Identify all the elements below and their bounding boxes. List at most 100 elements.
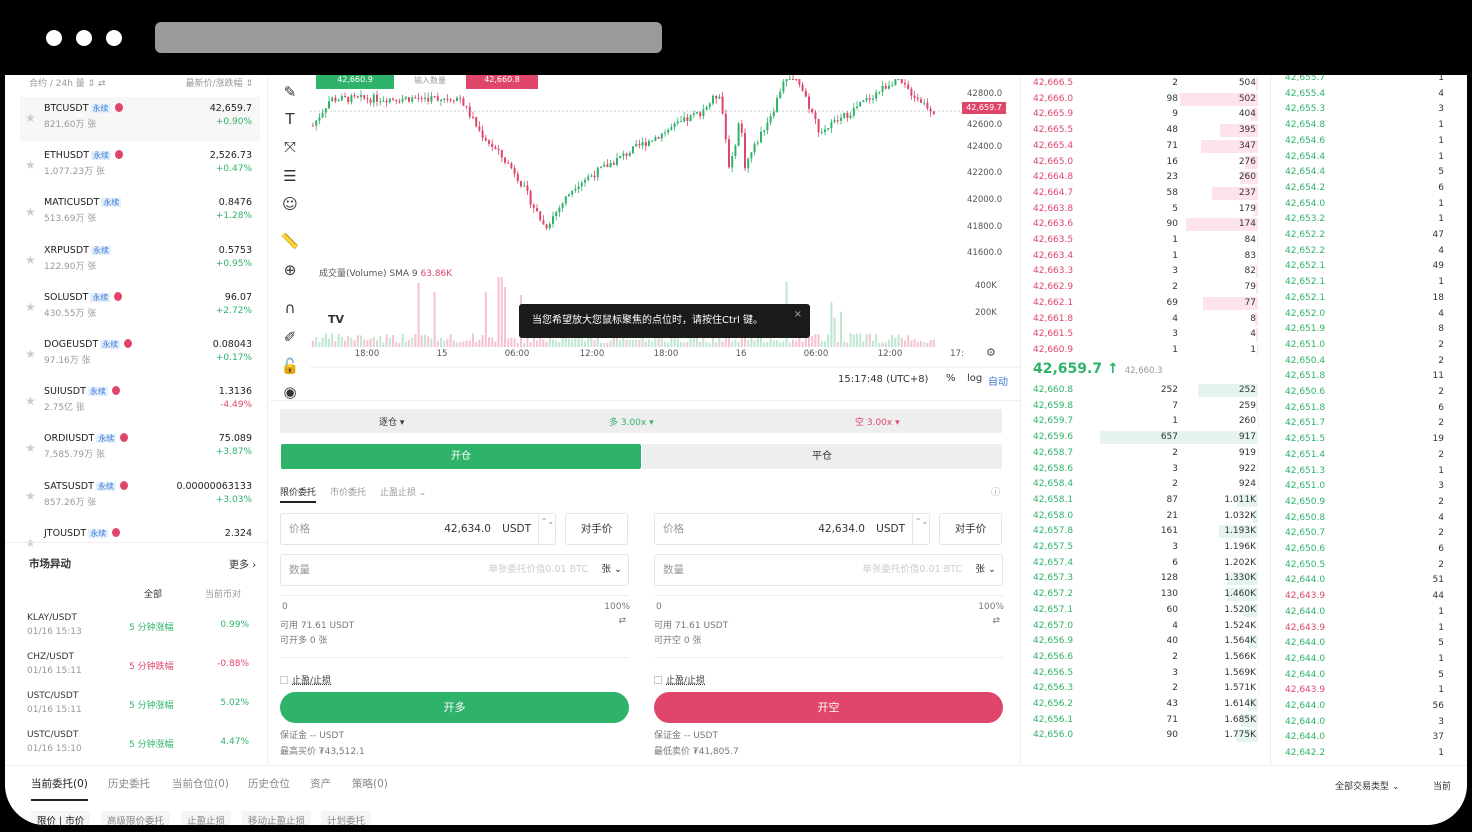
bid-row[interactable]: 42,656.3 2 1.571K: [1021, 681, 1266, 696]
bid-row[interactable]: 42,657.4 6 1.202K: [1021, 556, 1266, 571]
window-close-button[interactable]: [46, 30, 62, 46]
text-tool-icon[interactable]: T: [285, 110, 295, 128]
percent-scale-toggle[interactable]: %: [946, 373, 956, 384]
order-subtab[interactable]: 止盈止损: [181, 811, 232, 825]
movers-filter-dropdown[interactable]: 全部: [144, 590, 163, 600]
ask-row[interactable]: 42,663.8 5 179: [1021, 202, 1266, 217]
short-leverage-dropdown[interactable]: 空 3.00x ▾: [855, 418, 900, 428]
ask-row[interactable]: 42,665.5 48 395: [1021, 123, 1266, 138]
quick-buy-button[interactable]: 42,660.9: [316, 75, 394, 89]
checkbox-box[interactable]: [654, 676, 662, 684]
favorite-star-icon[interactable]: ★: [25, 488, 36, 503]
favorite-star-icon[interactable]: ★: [25, 441, 36, 456]
bid-row[interactable]: 42,658.0 21 1.032K: [1021, 509, 1266, 524]
movers-more-link[interactable]: 更多 ›: [229, 560, 257, 571]
bid-row[interactable]: 42,657.3 128 1.330K: [1021, 571, 1266, 586]
close-position-tab[interactable]: 平仓: [642, 444, 1002, 469]
order-subtab[interactable]: 计划委托: [321, 811, 372, 825]
mover-item[interactable]: USTC/USDT 01/16 15:10 5 分钟涨幅 4.47%: [27, 730, 257, 768]
ask-row[interactable]: 42,664.8 23 260: [1021, 170, 1266, 185]
ask-row[interactable]: 42,666.5 2 504: [1021, 76, 1266, 91]
checkbox-box[interactable]: [280, 676, 288, 684]
bid-row[interactable]: 42,659.7 1 260: [1021, 414, 1266, 429]
bid-row[interactable]: 42,658.1 87 1.011K: [1021, 493, 1266, 508]
bid-row[interactable]: 42,658.4 2 924: [1021, 477, 1266, 492]
trade-type-filter[interactable]: 全部交易类型 ⌄: [1335, 782, 1400, 792]
long-counter-price-button[interactable]: 对手价: [565, 513, 628, 545]
bid-row[interactable]: 42,657.8 161 1.193K: [1021, 524, 1266, 539]
qty-unit-dropdown[interactable]: 张 ⌄: [601, 564, 622, 575]
ask-row[interactable]: 42,664.7 58 237: [1021, 186, 1266, 201]
orders-tab[interactable]: 资产: [310, 778, 331, 790]
log-scale-toggle[interactable]: log: [967, 373, 983, 384]
price-stepper[interactable]: ⌃⌄: [912, 513, 930, 545]
close-icon[interactable]: ×: [793, 309, 802, 320]
tpsl-order-tab[interactable]: 止盈止损 ⌄: [380, 488, 427, 498]
market-item[interactable]: ★ SATSUSDT 永续 857.26万 张 0.00000063133 +3.03%: [20, 475, 260, 519]
price-stepper[interactable]: ⌃⌄: [538, 513, 556, 545]
favorite-star-icon[interactable]: ★: [25, 299, 36, 314]
bid-row[interactable]: 42,659.8 7 259: [1021, 399, 1266, 414]
lock-drawings-icon[interactable]: ✐: [283, 328, 297, 346]
auto-scale-toggle[interactable]: 自动: [988, 377, 1008, 388]
pen-icon[interactable]: ✎: [283, 83, 297, 101]
bid-row[interactable]: 42,656.6 2 1.566K: [1021, 650, 1266, 665]
favorite-star-icon[interactable]: ★: [25, 205, 36, 220]
market-item[interactable]: ★ MATICUSDT 永续 513.69万 张 0.8476 +1.28%: [20, 191, 260, 235]
ask-row[interactable]: 42,662.1 69 77: [1021, 296, 1266, 311]
market-item[interactable]: ★ ETHUSDT 永续 1,077.23万 张 2,526.73 +0.47%: [20, 144, 260, 188]
bid-row[interactable]: 42,657.1 60 1.520K: [1021, 603, 1266, 618]
mover-item[interactable]: USTC/USDT 01/16 15:11 5 分钟涨幅 5.02%: [27, 691, 257, 729]
ruler-icon[interactable]: 📏: [280, 232, 300, 250]
ask-row[interactable]: 42,665.0 16 276: [1021, 155, 1266, 170]
market-item[interactable]: ★ ORDIUSDT 永续 7,585.79万 张 75.089 +3.87%: [20, 427, 260, 471]
fib-tool-icon[interactable]: ☰: [283, 167, 297, 185]
market-item[interactable]: ★ SUIUSDT 永续 2.75亿 张 1.3136 -4.49%: [20, 380, 260, 424]
market-item[interactable]: ★ XRPUSDT 永续 122.90万 张 0.5753 +0.95%: [20, 239, 260, 283]
bid-row[interactable]: 42,656.9 40 1.564K: [1021, 634, 1266, 649]
order-subtab[interactable]: 移动止盈止损: [242, 811, 312, 825]
market-item[interactable]: ★ SOLUSDT 永续 430.55万 张 96.07 +2.72%: [20, 286, 260, 330]
favorite-star-icon[interactable]: ★: [25, 158, 36, 173]
ask-row[interactable]: 42,663.5 1 84: [1021, 233, 1266, 248]
open-position-tab[interactable]: 开仓: [281, 444, 641, 469]
short-submit-button[interactable]: 开空: [654, 692, 1003, 723]
ask-row[interactable]: 42,662.9 2 79: [1021, 280, 1266, 295]
sort-volume-header[interactable]: 合约 / 24h 量 ⇕ ⇄: [29, 79, 106, 89]
orders-tab[interactable]: 当前仓位(0): [172, 778, 229, 790]
tpsl-checkbox[interactable]: 止盈/止损: [654, 673, 705, 686]
bid-row[interactable]: 42,656.0 90 1.775K: [1021, 728, 1266, 743]
swap-icon[interactable]: ⇄: [992, 616, 1000, 626]
lock-icon[interactable]: 🔓: [280, 357, 300, 375]
market-order-tab[interactable]: 市价委托: [330, 488, 367, 498]
bid-row[interactable]: 42,656.2 43 1.614K: [1021, 697, 1266, 712]
orders-tab[interactable]: 策略(0): [352, 778, 388, 790]
bid-row[interactable]: 42,656.1 71 1.685K: [1021, 713, 1266, 728]
candlestick-canvas[interactable]: 42800.0 42400.0 42200.0 42000.0 41800.0 41600…: [270, 75, 1020, 397]
bid-row[interactable]: 42,659.6 657 917: [1021, 430, 1266, 445]
bid-row[interactable]: 42,660.8 252 252: [1021, 383, 1266, 398]
mover-item[interactable]: KLAY/USDT 01/16 15:13 5 分钟涨幅 0.99%: [27, 613, 257, 651]
eye-icon[interactable]: ◉: [283, 383, 297, 401]
orders-tab[interactable]: 历史仓位: [248, 778, 290, 790]
quick-qty-input[interactable]: 输入数量: [414, 76, 446, 85]
ask-row[interactable]: 42,663.6 90 174: [1021, 217, 1266, 232]
ask-row[interactable]: 42,665.9 9 404: [1021, 107, 1266, 122]
market-item[interactable]: ★ DOGEUSDT 永续 97.16万 张 0.08043 +0.17%: [20, 333, 260, 377]
short-counter-price-button[interactable]: 对手价: [939, 513, 1002, 545]
mover-item[interactable]: CHZ/USDT 01/16 15:11 5 分钟跌幅 -0.88%: [27, 652, 257, 690]
orders-tab[interactable]: 历史委托: [108, 778, 150, 790]
ask-row[interactable]: 42,663.4 1 83: [1021, 249, 1266, 264]
current-pair-checkbox[interactable]: 当前币对: [205, 587, 241, 600]
market-item[interactable]: ★ BTCUSDT 永续 821.60万 张 42,659.7 +0.90%: [20, 97, 260, 141]
bid-row[interactable]: 42,658.7 2 919: [1021, 446, 1266, 461]
tpsl-checkbox[interactable]: 止盈/止损: [280, 673, 331, 686]
settings-icon[interactable]: ⚙: [986, 346, 996, 359]
favorite-star-icon[interactable]: ★: [25, 111, 36, 125]
margin-mode-dropdown[interactable]: 逐仓 ▾: [379, 418, 405, 428]
bid-row[interactable]: 42,657.5 3 1.196K: [1021, 540, 1266, 555]
window-minimize-button[interactable]: [76, 30, 92, 46]
ask-row[interactable]: 42,663.3 3 82: [1021, 264, 1266, 279]
favorite-star-icon[interactable]: ★: [25, 252, 36, 267]
bid-row[interactable]: 42,657.0 4 1.524K: [1021, 619, 1266, 634]
